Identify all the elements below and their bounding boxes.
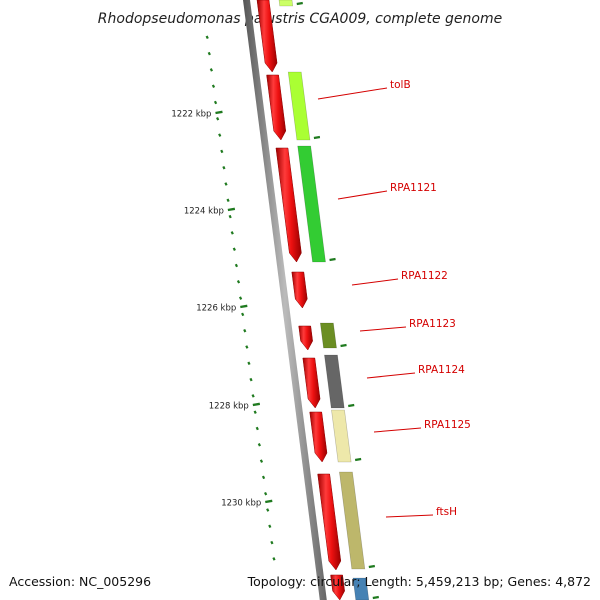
- ring-dot: [245, 345, 249, 349]
- gene-feature: [297, 145, 326, 263]
- ring-dot: [270, 540, 274, 545]
- gene-end-tick: [348, 403, 355, 408]
- scale-label: 1230 kbp: [221, 499, 261, 509]
- cds-arrow: [330, 574, 345, 600]
- map-title: Rhodopseudomonas palustris CGA009, compl…: [98, 11, 502, 27]
- cds-arrow: [302, 357, 321, 409]
- cds-strand-arrows: [256, 0, 345, 600]
- gene-feature: [287, 71, 311, 141]
- gene-label: RPA1122: [401, 270, 448, 282]
- gene-end-tick: [368, 564, 376, 569]
- scale-tick: [215, 110, 223, 115]
- ring-dot: [213, 100, 218, 105]
- cds-arrow: [317, 473, 342, 571]
- cds-arrow: [275, 147, 302, 263]
- scale-tick: [227, 207, 236, 212]
- gene-end-tick: [354, 457, 362, 462]
- label-leader: [351, 278, 399, 286]
- gene-feature: [324, 354, 345, 409]
- scale-label: 1226 kbp: [196, 304, 236, 314]
- genome-summary-text: Topology: circular; Length: 5,459,213 bp…: [247, 574, 591, 589]
- ring-dot: [253, 410, 257, 414]
- gene-end-tick: [372, 595, 379, 600]
- ring-dot: [247, 361, 251, 366]
- label-leader: [366, 372, 416, 379]
- gene-end-tick: [313, 135, 321, 140]
- dotted-ring: [205, 35, 276, 561]
- accession-text: Accession: NC_005296: [9, 574, 151, 589]
- label-leader: [373, 427, 422, 433]
- ring-dot: [220, 149, 224, 154]
- ring-dot: [211, 84, 216, 88]
- ring-dot: [272, 557, 276, 561]
- scale-label: 1224 kbp: [184, 207, 224, 217]
- ring-dot: [224, 182, 228, 186]
- ring-dot: [238, 296, 243, 300]
- ring-dot: [218, 133, 222, 137]
- gene-feature: [278, 0, 294, 7]
- label-leader: [385, 514, 434, 518]
- ring-dot: [209, 68, 213, 72]
- ring-dot: [264, 491, 268, 496]
- gene-label: RPA1121: [390, 182, 437, 194]
- ring-dot: [226, 198, 230, 203]
- cds-arrow: [309, 411, 328, 463]
- ring-dot: [241, 312, 245, 317]
- gene-feature: [339, 471, 366, 570]
- gene-end-tick: [329, 257, 336, 262]
- gene-label: ftsH: [436, 506, 457, 518]
- ring-dot: [207, 51, 211, 56]
- ring-dot: [234, 263, 239, 268]
- gene-label: tolB: [390, 79, 411, 91]
- gene-label: RPA1125: [424, 419, 471, 431]
- gene-feature: [320, 322, 337, 349]
- genome-backbone: [243, 0, 327, 600]
- ring-dot: [261, 475, 266, 480]
- ring-dot: [259, 459, 264, 463]
- backbone-bar: [243, 0, 327, 600]
- ring-dot: [222, 165, 226, 170]
- gene-label: RPA1124: [418, 364, 465, 376]
- label-leader: [359, 326, 407, 332]
- ring-dot: [249, 377, 253, 382]
- gene-end-tick: [340, 343, 347, 348]
- ring-dot: [257, 443, 261, 447]
- cds-arrow: [291, 271, 308, 309]
- ring-dot: [216, 117, 220, 121]
- cds-arrow: [298, 325, 313, 351]
- gene-end-tick: [296, 1, 303, 6]
- scale-tick: [252, 402, 261, 407]
- label-leader: [317, 87, 388, 100]
- ring-dot: [236, 280, 241, 284]
- scale-tick: [265, 499, 273, 504]
- ring-dot: [205, 35, 209, 40]
- cds-arrow: [256, 0, 278, 73]
- cds-arrow: [266, 74, 287, 141]
- gene-feature: [352, 577, 370, 600]
- scale-ticks: 1222 kbp 1224 kbp 1226 kbp 1228 kbp 1230 kbp: [171, 110, 273, 509]
- gene-features: [278, 0, 379, 600]
- ring-dot: [268, 524, 272, 529]
- gene-label: RPA1123: [409, 318, 456, 330]
- scale-label: 1222 kbp: [171, 110, 211, 120]
- ring-dot: [243, 328, 247, 333]
- gene-feature: [331, 409, 352, 463]
- label-leader: [337, 190, 388, 200]
- gene-labels: tolB RPA1121 RPA1122 RPA1123 RPA1124 RPA1125 f…: [317, 79, 471, 518]
- ring-dot: [230, 231, 234, 235]
- ring-dot: [266, 508, 270, 512]
- ring-dot: [251, 394, 255, 398]
- ring-dot: [232, 247, 236, 251]
- scale-label: 1228 kbp: [209, 402, 249, 412]
- ring-dot: [228, 214, 232, 219]
- ring-dot: [255, 426, 259, 431]
- scale-tick: [240, 304, 248, 309]
